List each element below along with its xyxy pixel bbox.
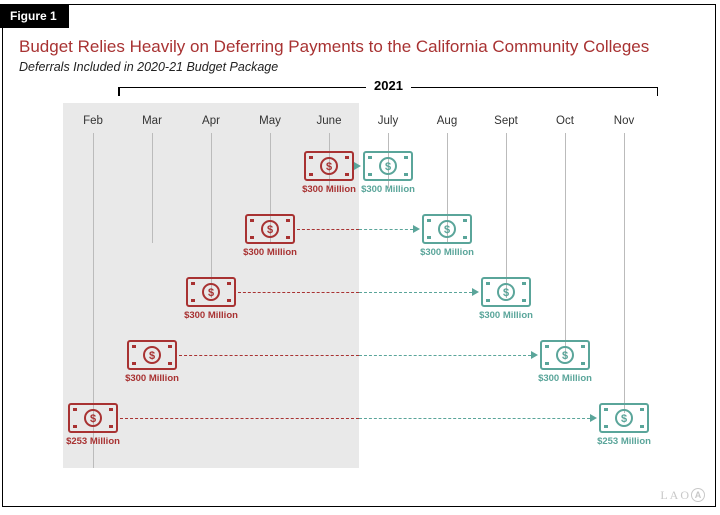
deferral-arrow-line bbox=[297, 229, 359, 230]
watermark: LAOA bbox=[660, 488, 705, 503]
deferral-arrow-head bbox=[472, 288, 479, 296]
deferral-arrow-line bbox=[359, 292, 473, 293]
deferral-bill-to: $ bbox=[363, 151, 413, 181]
svg-text:$: $ bbox=[326, 161, 332, 173]
svg-text:$: $ bbox=[385, 161, 391, 173]
deferral-label-from: $300 Million bbox=[184, 310, 238, 321]
month-label: Mar bbox=[142, 115, 162, 127]
month-gridline bbox=[565, 133, 566, 358]
watermark-badge: A bbox=[691, 488, 705, 502]
month-label: Aug bbox=[437, 115, 457, 127]
figure-badge: Figure 1 bbox=[0, 4, 69, 28]
deferral-bill-to: $ bbox=[540, 340, 590, 370]
deferral-bill-to: $ bbox=[599, 403, 649, 433]
month-label: June bbox=[317, 115, 342, 127]
deferral-label-to: $300 Million bbox=[420, 247, 474, 258]
month-label: Feb bbox=[83, 115, 103, 127]
svg-text:$: $ bbox=[149, 350, 155, 362]
year-label: 2021 bbox=[366, 78, 411, 93]
chart-subtitle: Deferrals Included in 2020-21 Budget Pac… bbox=[19, 60, 278, 74]
deferral-arrow-head bbox=[531, 351, 538, 359]
month-label: Apr bbox=[202, 115, 220, 127]
deferral-arrow-head bbox=[590, 414, 597, 422]
deferral-arrow-line bbox=[359, 418, 591, 419]
year-bracket-tick-right bbox=[657, 88, 659, 96]
deferral-bill-from: $ bbox=[186, 277, 236, 307]
svg-text:$: $ bbox=[503, 287, 509, 299]
deferral-arrow-line bbox=[238, 292, 359, 293]
deferral-bill-from: $ bbox=[245, 214, 295, 244]
deferral-arrow-line bbox=[359, 355, 532, 356]
svg-text:$: $ bbox=[208, 287, 214, 299]
month-label: Sept bbox=[494, 115, 518, 127]
year-bracket-tick-left bbox=[118, 88, 120, 96]
figure-container: Figure 1 Budget Relies Heavily on Deferr… bbox=[0, 4, 720, 515]
month-label: May bbox=[259, 115, 281, 127]
deferral-arrow-head bbox=[354, 162, 361, 170]
deferral-label-to: $300 Million bbox=[479, 310, 533, 321]
watermark-text: LAO bbox=[660, 488, 691, 502]
svg-text:$: $ bbox=[444, 224, 450, 236]
deferral-arrow-line bbox=[359, 229, 414, 230]
month-gridline bbox=[506, 133, 507, 298]
deferral-bill-from: $ bbox=[127, 340, 177, 370]
deferral-bill-to: $ bbox=[481, 277, 531, 307]
deferral-label-to: $300 Million bbox=[538, 373, 592, 384]
deferral-label-from: $300 Million bbox=[243, 247, 297, 258]
month-label: Nov bbox=[614, 115, 634, 127]
chart-area: Feb Mar Apr May June July Aug Sept Oct Nov $ $300… bbox=[63, 103, 673, 483]
deferral-bill-to: $ bbox=[422, 214, 472, 244]
deferral-label-from: $300 Million bbox=[302, 184, 356, 195]
deferral-bill-from: $ bbox=[68, 403, 118, 433]
month-gridline bbox=[624, 133, 625, 413]
chart-title: Budget Relies Heavily on Deferring Payme… bbox=[19, 37, 649, 57]
svg-text:$: $ bbox=[267, 224, 273, 236]
deferral-arrow-line bbox=[179, 355, 359, 356]
month-label: July bbox=[378, 115, 398, 127]
svg-text:$: $ bbox=[90, 413, 96, 425]
month-gridline bbox=[211, 133, 212, 298]
deferral-arrow-head bbox=[413, 225, 420, 233]
deferral-label-from: $300 Million bbox=[125, 373, 179, 384]
deferral-label-to: $253 Million bbox=[597, 436, 651, 447]
month-gridline bbox=[152, 133, 153, 243]
svg-text:$: $ bbox=[621, 413, 627, 425]
month-label: Oct bbox=[556, 115, 574, 127]
deferral-label-to: $300 Million bbox=[361, 184, 415, 195]
deferral-bill-from: $ bbox=[304, 151, 354, 181]
figure-inner: Budget Relies Heavily on Deferring Payme… bbox=[2, 4, 716, 507]
svg-text:$: $ bbox=[562, 350, 568, 362]
deferral-label-from: $253 Million bbox=[66, 436, 120, 447]
deferral-arrow-line bbox=[120, 418, 359, 419]
